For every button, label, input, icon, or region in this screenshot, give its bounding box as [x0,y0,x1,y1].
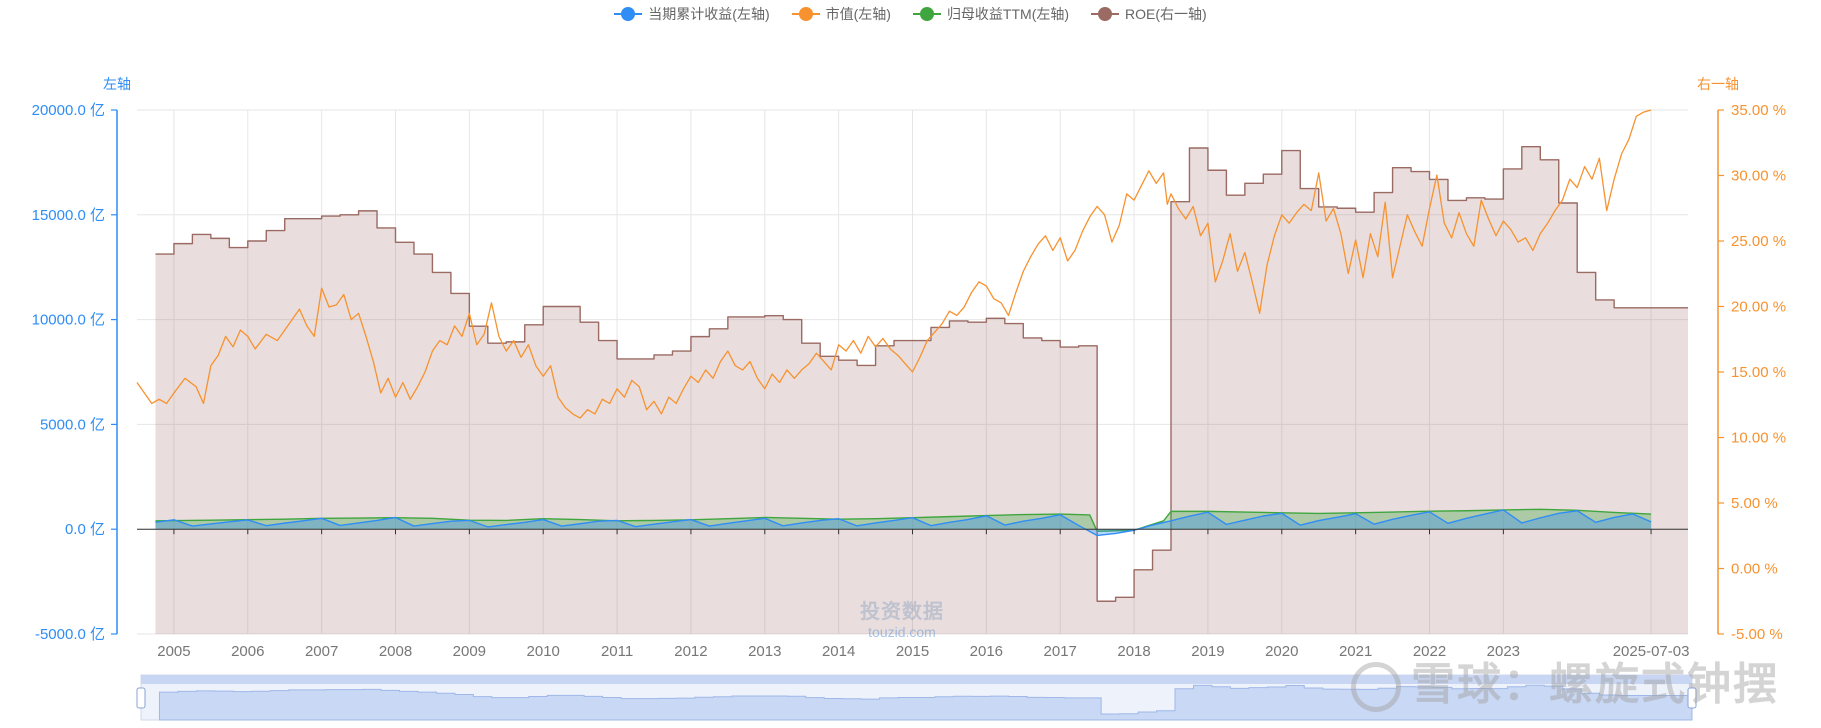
xueqiu-watermark: 雪球：螺旋式钟摆 [1351,648,1779,713]
legend-item-market-cap[interactable]: 市值(左轴) [791,4,891,24]
series-area-step-area [155,146,1689,634]
zoom-top-bar [141,675,1692,684]
x-tick-label: 2016 [970,643,1003,660]
x-tick-label: 2021 [1339,643,1372,660]
touzid-watermark: 投资数据 touzid.com [860,595,944,640]
x-tick-label: 2014 [822,643,855,660]
legend-marker-icon [912,7,941,21]
right-tick-label: 0.00 % [1731,561,1778,578]
x-tick-label: 2018 [1117,643,1150,660]
legend-item-roe[interactable]: ROE(右一轴) [1091,4,1207,24]
right-tick-label: 20.00 % [1731,299,1786,316]
zoom-preview [158,684,1693,721]
left-tick-label: -5000.0 亿 [35,626,105,643]
x-tick-label: 2020 [1265,643,1298,660]
series-line-step-area [155,145,1688,602]
right-tick-label: 25.00 % [1731,233,1786,250]
legend-label: ROE(右一轴) [1125,6,1207,22]
x-tick-label: 2006 [231,643,264,660]
series-area-line-area [155,509,1652,532]
data-zoom-slider[interactable] [136,674,1697,721]
xueqiu-logo-icon [1351,662,1401,713]
left-tick-label: 15000.0 亿 [32,207,105,224]
x-tick-label: 2017 [1044,643,1077,660]
right-tick-label: 35.00 % [1731,102,1786,119]
series-line-line-area [155,508,1652,532]
x-tick-label: 2022 [1413,643,1446,660]
legend-item-net-profit-ttm[interactable]: 归母收益TTM(左轴) [912,4,1070,24]
right-tick-label: 30.00 % [1731,168,1786,185]
watermark-brand: 雪球：螺旋式钟摆 [1411,660,1779,709]
series-line-line [136,109,1652,419]
x-tick-label: 2008 [379,643,412,660]
right-tick-label: 15.00 % [1731,364,1786,381]
watermark-en: touzid.com [868,624,936,640]
zoom-handle-right[interactable] [1687,687,1697,709]
legend-item-current-profit[interactable]: 当期累计收益(左轴) [614,4,770,24]
chart-legend: 当期累计收益(左轴) 市值(左轴) 归母收益TTM(左轴) ROE(右一轴) [0,4,1821,24]
zoom-handle-left[interactable] [136,687,146,709]
x-tick-label: 2019 [1191,643,1224,660]
x-tick-label: 2005 [157,643,190,660]
right-axis-title: 右一轴 [1697,76,1739,92]
right-tick-label: 5.00 % [1731,495,1778,512]
left-tick-label: 10000.0 亿 [32,312,105,329]
legend-marker-icon [614,7,643,21]
x-tick-label: 2010 [527,643,560,660]
left-axis-title: 左轴 [103,76,131,92]
axes: 左轴 20000.0 亿 15000.0 亿 10000.0 亿 5000.0 亿 0.0… [32,76,1786,660]
series-line-sawtooth-area [155,509,1652,537]
watermark-cn: 投资数据 [860,601,944,623]
legend-marker-icon [1091,7,1120,21]
x-tick-label: 2023 [1487,643,1520,660]
legend-label: 当期累计收益(左轴) [648,6,770,22]
legend-label: 归母收益TTM(左轴) [946,6,1070,22]
x-tick-label: 2013 [748,643,781,660]
legend-marker-icon [791,7,820,21]
legend-label: 市值(左轴) [825,6,891,22]
x-tick-label: 2015 [896,643,929,660]
left-tick-label: 20000.0 亿 [32,102,105,119]
right-tick-label: -5.00 % [1731,626,1783,643]
x-tick-label: 2012 [674,643,707,660]
x-tick-label: 2007 [305,643,338,660]
x-tick-label: 2009 [453,643,486,660]
x-tick-label: 2011 [601,643,633,660]
left-tick-label: 0.0 亿 [65,521,105,538]
left-tick-label: 5000.0 亿 [40,416,105,433]
right-tick-label: 10.00 % [1731,430,1786,447]
x-tick-label: 2025-07-03 [1613,643,1690,660]
